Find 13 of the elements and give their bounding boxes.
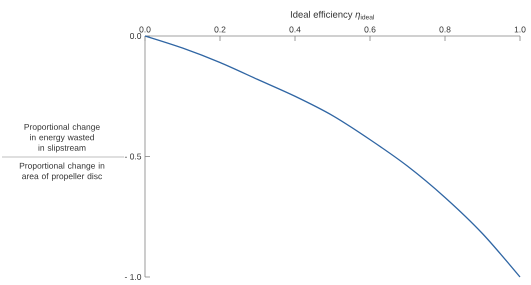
line-series bbox=[144, 35, 521, 278]
x-tick-label: 0.4 bbox=[289, 26, 301, 32]
x-axis-title: Ideal efficiency η$_{ideal}$ bbox=[290, 10, 374, 20]
y-axis-title: Proportional change in energy wasted in slipstream bbox=[24, 124, 100, 152]
y-tick-label: - 0.5 bbox=[124, 154, 142, 160]
x-tick-label: 0.8 bbox=[439, 26, 451, 32]
y-tick-label: 0.0 bbox=[130, 33, 142, 39]
x-tick-label: 0.2 bbox=[214, 26, 226, 32]
x-tick-label: 0.0 bbox=[139, 26, 151, 32]
y-tick-label: - 1.0 bbox=[124, 274, 142, 280]
text: Proportional change in area of propeller disc bbox=[20, 162, 104, 181]
x-tick-label: 1.0 bbox=[514, 26, 526, 32]
x-tick-label: 0.6 bbox=[364, 26, 376, 32]
